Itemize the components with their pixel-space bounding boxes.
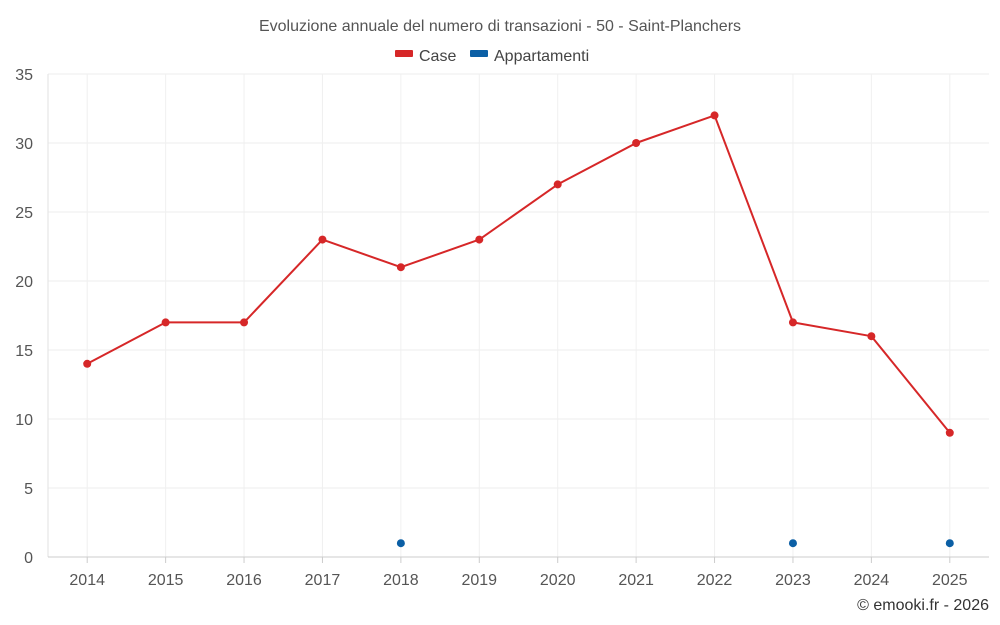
- data-point-case[interactable]: Case 2014: 14: [83, 359, 92, 368]
- y-tick-label: 25: [15, 205, 33, 222]
- x-tick-label: 2025: [932, 572, 968, 589]
- x-tick-label: 2024: [854, 572, 890, 589]
- x-tick-label: 2016: [226, 572, 262, 589]
- data-point-case[interactable]: Case 2022: 32: [710, 111, 719, 120]
- legend: Case Appartamenti: [395, 48, 589, 65]
- y-tick-label: 0: [24, 550, 33, 567]
- credit-text: © emooki.fr - 2026: [857, 597, 989, 614]
- y-tick-label: 35: [15, 67, 33, 84]
- data-point-case[interactable]: Case 2015: 17: [161, 318, 170, 327]
- data-point-case[interactable]: Case 2019: 23: [475, 235, 484, 244]
- y-tick-label: 15: [15, 343, 33, 360]
- data-point-appartamenti[interactable]: Appartamenti 2025: 1: [945, 539, 954, 548]
- y-tick-label: 30: [15, 136, 33, 153]
- data-point-case[interactable]: Case 2020: 27: [553, 180, 562, 189]
- data-point-appartamenti[interactable]: Appartamenti 2018: 1: [396, 539, 405, 548]
- legend-swatch-case[interactable]: [395, 50, 413, 57]
- x-tick-label: 2023: [775, 572, 811, 589]
- series: Case 2014: 14 Case 2015: 17 Case 2016: 17 C…: [83, 111, 954, 548]
- x-tick-label: 2020: [540, 572, 576, 589]
- grid: [48, 73, 989, 557]
- series-line-case: [86, 114, 951, 434]
- data-point-case[interactable]: Case 2024: 16: [867, 332, 876, 341]
- chart-title: Evoluzione annuale del numero di transaz…: [259, 18, 741, 35]
- y-tick-label: 10: [15, 412, 33, 429]
- x-tick-label: 2017: [305, 572, 341, 589]
- data-point-appartamenti[interactable]: Appartamenti 2023: 1: [788, 539, 797, 548]
- data-point-case[interactable]: Case 2023: 17: [788, 318, 797, 327]
- data-point-case[interactable]: Case 2025: 9: [945, 428, 954, 437]
- data-point-case[interactable]: Case 2018: 21: [396, 263, 405, 272]
- legend-label-case[interactable]: Case: [419, 48, 456, 65]
- y-tick-label: 20: [15, 274, 33, 291]
- x-tick-label: 2018: [383, 572, 419, 589]
- x-tick-label: 2022: [697, 572, 733, 589]
- data-point-case[interactable]: Case 2017: 23: [318, 235, 327, 244]
- data-point-case[interactable]: Case 2016: 17: [240, 318, 249, 327]
- x-tick-label: 2021: [618, 572, 654, 589]
- x-tick-label: 2015: [148, 572, 184, 589]
- x-tick-label: 2019: [461, 572, 497, 589]
- y-tick-label: 5: [24, 481, 33, 498]
- x-tick-label: 2014: [69, 572, 105, 589]
- legend-label-appartamenti[interactable]: Appartamenti: [494, 48, 589, 65]
- data-point-case[interactable]: Case 2021: 30: [632, 139, 641, 147]
- legend-swatch-appartamenti[interactable]: [470, 50, 488, 57]
